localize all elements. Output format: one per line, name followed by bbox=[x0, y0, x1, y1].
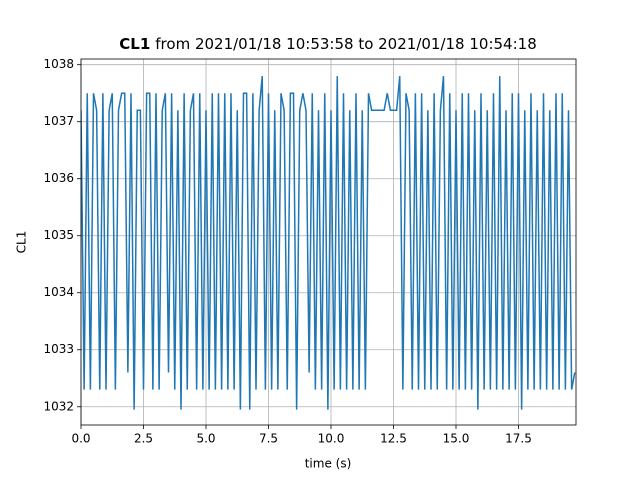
title-bold: CL1 bbox=[119, 35, 150, 53]
plot-frame bbox=[80, 58, 577, 426]
x-tick-label: 15.0 bbox=[443, 432, 470, 446]
x-tick-label: 17.5 bbox=[505, 432, 532, 446]
y-tick-label: 1033 bbox=[43, 342, 74, 356]
y-tick-label: 1036 bbox=[43, 171, 74, 185]
x-tick-label: 5.0 bbox=[196, 432, 215, 446]
y-tick-label: 1035 bbox=[43, 228, 74, 242]
title-rest: from 2021/01/18 10:53:58 to 2021/01/18 1… bbox=[155, 35, 536, 53]
x-tick-label: 12.5 bbox=[380, 432, 407, 446]
y-tick-label: 1034 bbox=[43, 285, 74, 299]
y-tick-label: 1037 bbox=[43, 114, 74, 128]
data-line bbox=[81, 76, 576, 410]
x-axis-label: time (s) bbox=[305, 457, 352, 471]
y-axis-label: CL1 bbox=[15, 231, 29, 254]
x-tick-label: 0.0 bbox=[71, 432, 90, 446]
x-tick-label: 10.0 bbox=[318, 432, 345, 446]
x-tick-label: 2.5 bbox=[134, 432, 153, 446]
x-tick-label: 7.5 bbox=[259, 432, 278, 446]
y-tick-label: 1032 bbox=[43, 399, 74, 413]
chart-title: CL1 from 2021/01/18 10:53:58 to 2021/01/1… bbox=[119, 35, 536, 53]
y-tick-label: 1038 bbox=[43, 57, 74, 71]
